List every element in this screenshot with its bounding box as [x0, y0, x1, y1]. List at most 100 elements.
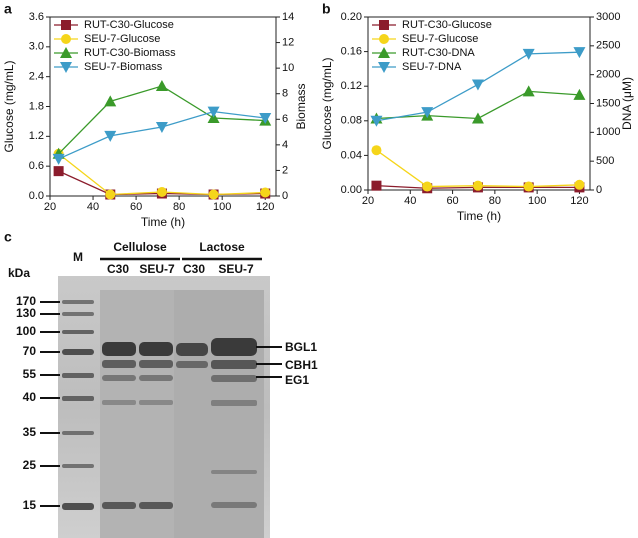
- x-tick-label: 40: [87, 201, 99, 213]
- series-line: [58, 85, 266, 155]
- y2-tick-label: 6: [282, 113, 288, 125]
- x-tick-label: 20: [44, 201, 56, 213]
- ladder-label: 70: [23, 344, 37, 358]
- marker: [421, 107, 434, 119]
- group-label: Cellulose: [113, 240, 167, 254]
- y2-tick-label: 14: [282, 11, 294, 23]
- lane-label: C30: [183, 262, 205, 276]
- legend-label: SEU-7-Glucose: [402, 33, 478, 45]
- legend-marker: [60, 47, 72, 58]
- y-tick-label: 1.8: [29, 100, 44, 112]
- marker: [105, 189, 116, 200]
- legend-marker: [379, 20, 389, 30]
- y-tick-label: 0.16: [341, 46, 362, 58]
- ladder-label: 40: [23, 390, 37, 404]
- marker: [155, 121, 168, 133]
- marker: [208, 189, 219, 200]
- marker: [471, 79, 484, 91]
- group-label: Lactose: [199, 240, 245, 254]
- y-axis-label: Glucose (mg/mL): [320, 57, 334, 149]
- y-tick-label: 3.0: [29, 41, 44, 53]
- marker: [259, 113, 272, 125]
- y-tick-label: 0.20: [341, 11, 362, 23]
- ladder-label: 35: [23, 425, 37, 439]
- marker: [155, 80, 168, 92]
- legend-marker: [61, 20, 71, 30]
- y-tick-label: 0.12: [341, 80, 362, 92]
- band-label: BGL1: [285, 340, 317, 354]
- panel-label: c: [4, 229, 12, 245]
- marker: [371, 145, 382, 156]
- marker: [104, 130, 117, 142]
- x-tick-label: 100: [528, 195, 546, 207]
- panel-label: a: [4, 1, 12, 17]
- y-tick-label: 2.4: [29, 71, 44, 83]
- legend-label: RUT-C30-Glucose: [84, 19, 174, 31]
- y2-tick-label: 2: [282, 164, 288, 176]
- x-tick-label: 80: [489, 195, 501, 207]
- panel-label: b: [322, 1, 331, 17]
- y-tick-label: 0.0: [29, 190, 44, 202]
- marker: [156, 187, 167, 198]
- y2-axis-label: DNA (μM): [620, 77, 634, 130]
- y2-tick-label: 2000: [596, 69, 620, 81]
- legend-label: SEU-7-DNA: [402, 61, 462, 73]
- y-tick-label: 1.2: [29, 130, 44, 142]
- marker: [422, 181, 433, 192]
- marker: [574, 179, 585, 190]
- lane-label: SEU-7: [139, 262, 175, 276]
- marker: [52, 153, 65, 165]
- legend-label: SEU-7-Biomass: [84, 61, 163, 73]
- x-tick-label: 120: [570, 195, 588, 207]
- unit-label: kDa: [8, 266, 30, 280]
- marker: [573, 47, 586, 59]
- x-tick-label: 20: [362, 195, 374, 207]
- lane-label: SEU-7: [218, 262, 254, 276]
- x-tick-label: 100: [213, 201, 231, 213]
- x-axis-label: Time (h): [457, 209, 501, 223]
- ladder-label: 15: [23, 498, 37, 512]
- legend-label: SEU-7-Glucose: [84, 33, 160, 45]
- ladder-label: 130: [16, 306, 36, 320]
- marker: [371, 180, 382, 191]
- band-label: EG1: [285, 373, 309, 387]
- y2-tick-label: 1500: [596, 97, 620, 109]
- marker: [471, 112, 484, 124]
- y2-tick-label: 500: [596, 155, 614, 167]
- y-tick-label: 3.6: [29, 11, 44, 23]
- legend-label: RUT-C30-DNA: [402, 47, 475, 59]
- legend-marker: [61, 34, 71, 44]
- legend-marker: [60, 62, 72, 73]
- x-axis-label: Time (h): [141, 215, 185, 229]
- y2-tick-label: 0: [596, 184, 602, 196]
- y2-axis-label: Biomass: [294, 83, 308, 129]
- y2-tick-label: 1000: [596, 126, 620, 138]
- ladder-label: 170: [16, 294, 36, 308]
- y-axis-label: Glucose (mg/mL): [2, 60, 16, 152]
- marker: [370, 115, 383, 127]
- marker: [53, 166, 64, 177]
- marker: [104, 95, 117, 107]
- x-tick-label: 80: [173, 201, 185, 213]
- y2-tick-label: 4: [282, 139, 288, 151]
- marker: [207, 106, 220, 118]
- marker: [522, 85, 535, 97]
- y2-tick-label: 12: [282, 36, 294, 48]
- legend-marker: [379, 34, 389, 44]
- y2-tick-label: 3000: [596, 11, 620, 23]
- marker: [522, 48, 535, 60]
- legend-label: RUT-C30-Biomass: [84, 47, 176, 59]
- y-tick-label: 0.08: [341, 115, 362, 127]
- y2-tick-label: 10: [282, 62, 294, 74]
- ladder-label: 55: [23, 367, 37, 381]
- marker: [523, 181, 534, 192]
- y-tick-label: 0.00: [341, 184, 362, 196]
- marker: [260, 187, 271, 198]
- y2-tick-label: 8: [282, 88, 288, 100]
- marker: [573, 88, 586, 100]
- x-tick-label: 120: [256, 201, 274, 213]
- gel-image: [58, 276, 270, 538]
- x-tick-label: 40: [404, 195, 416, 207]
